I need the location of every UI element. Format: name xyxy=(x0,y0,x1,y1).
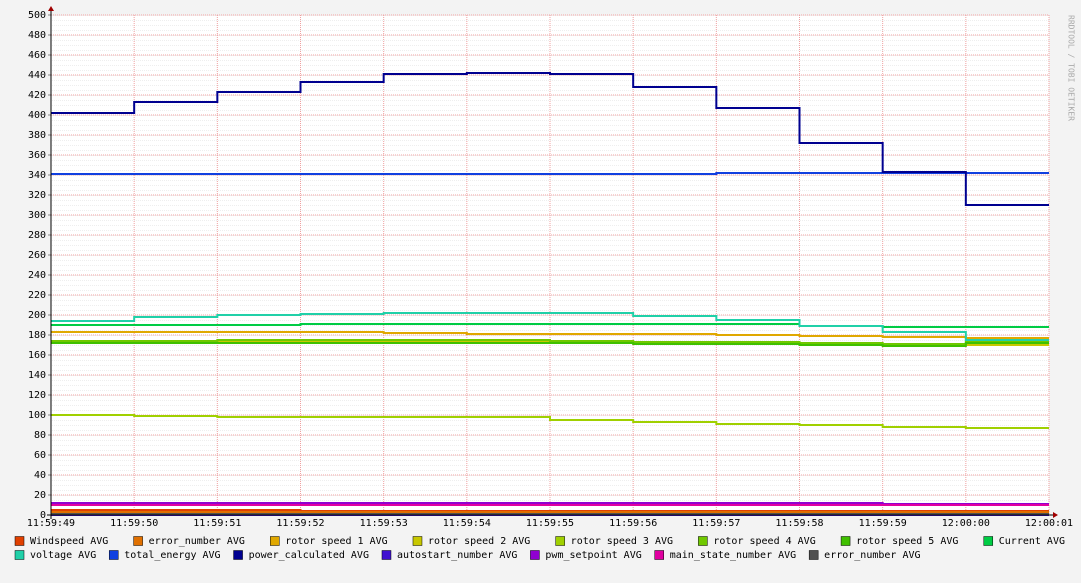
y-tick-label: 500 xyxy=(28,10,46,21)
legend-label: main_state_number AVG xyxy=(670,550,796,561)
legend-swatch xyxy=(381,550,392,560)
legend-item: rotor speed 4 AVG xyxy=(698,536,816,547)
y-tick-label: 100 xyxy=(28,410,46,421)
legend-swatch xyxy=(808,550,819,560)
legend-swatch xyxy=(14,536,25,546)
legend-swatch xyxy=(133,536,143,546)
legend-item: total_energy AVG xyxy=(108,550,221,561)
y-tick-label: 120 xyxy=(28,390,46,401)
x-tick-label: 11:59:50 xyxy=(110,518,158,529)
y-arrow xyxy=(48,6,54,11)
legend-label: rotor speed 5 AVG xyxy=(856,536,958,547)
x-tick-label: 11:59:53 xyxy=(360,518,408,529)
y-tick-label: 0 xyxy=(40,510,46,521)
legend-item: rotor speed 1 AVG xyxy=(270,536,388,547)
legend-swatch xyxy=(698,536,708,546)
legend-label: pwm_setpoint AVG xyxy=(545,550,641,561)
y-tick-label: 60 xyxy=(34,450,46,461)
y-tick-label: 280 xyxy=(28,230,46,241)
y-tick-label: 400 xyxy=(28,110,46,121)
legend-label: total_energy AVG xyxy=(124,550,220,561)
series-line xyxy=(51,72,1049,206)
legend: Windspeed AVG error_number AVG rotor speed… xyxy=(14,536,1065,561)
legend-swatch xyxy=(555,536,565,546)
legend-item: error_number AVG xyxy=(133,536,245,547)
y-tick-label: 300 xyxy=(28,210,46,221)
legend-item: error_number AVG xyxy=(808,550,921,561)
y-tick-label: 260 xyxy=(28,250,46,261)
y-tick-label: 420 xyxy=(28,90,46,101)
legend-item: autostart_number AVG xyxy=(381,550,517,561)
legend-label: power_calculated AVG xyxy=(249,550,369,561)
legend-item: rotor speed 5 AVG xyxy=(840,536,958,547)
y-tick-label: 200 xyxy=(28,310,46,321)
legend-label: error_number AVG xyxy=(149,536,245,547)
y-tick-label: 20 xyxy=(34,490,46,501)
series-line xyxy=(51,502,1049,505)
legend-item: rotor speed 3 AVG xyxy=(555,536,673,547)
legend-label: rotor speed 3 AVG xyxy=(571,536,673,547)
y-tick-label: 160 xyxy=(28,350,46,361)
legend-swatch xyxy=(983,536,994,546)
x-tick-label: 11:59:59 xyxy=(859,518,907,529)
y-tick-label: 140 xyxy=(28,370,46,381)
legend-item: voltage AVG xyxy=(14,550,96,561)
x-tick-label: 11:59:54 xyxy=(443,518,491,529)
y-tick-label: 320 xyxy=(28,190,46,201)
x-tick-label: 11:59:57 xyxy=(692,518,740,529)
legend-swatch xyxy=(840,536,851,546)
series-line xyxy=(51,414,1049,429)
legend-item: power_calculated AVG xyxy=(233,550,369,561)
legend-label: error_number AVG xyxy=(824,550,920,561)
x-tick-label: 12:00:00 xyxy=(942,518,990,529)
legend-swatch xyxy=(108,550,119,560)
series-line xyxy=(51,509,1049,512)
y-tick-label: 340 xyxy=(28,170,46,181)
legend-label: autostart_number AVG xyxy=(397,550,517,561)
legend-label: rotor speed 4 AVG xyxy=(713,536,815,547)
legend-swatch xyxy=(654,550,664,560)
series-line xyxy=(51,342,1049,347)
legend-swatch xyxy=(530,550,540,560)
y-tick-label: 80 xyxy=(34,430,46,441)
y-tick-label: 40 xyxy=(34,470,46,481)
legend-swatch xyxy=(270,536,280,546)
legend-item: pwm_setpoint AVG xyxy=(530,550,642,561)
x-tick-label: 12:00:01 xyxy=(1025,518,1073,529)
y-tick-label: 460 xyxy=(28,50,46,61)
legend-label: Windspeed AVG xyxy=(30,536,108,547)
legend-label: Current AVG xyxy=(999,536,1065,547)
x-tick-label: 11:59:51 xyxy=(193,518,241,529)
legend-item: main_state_number AVG xyxy=(654,550,796,561)
y-tick-label: 380 xyxy=(28,130,46,141)
legend-label: rotor speed 2 AVG xyxy=(428,536,530,547)
series-line xyxy=(51,312,1049,341)
legend-item: Current AVG xyxy=(983,536,1065,547)
series-line xyxy=(51,331,1049,339)
x-arrow xyxy=(1053,512,1058,518)
y-tick-label: 220 xyxy=(28,290,46,301)
legend-label: rotor speed 1 AVG xyxy=(285,536,387,547)
series-line xyxy=(51,172,1049,175)
legend-swatch xyxy=(14,550,25,560)
x-tick-label: 11:59:58 xyxy=(775,518,823,529)
x-tick-label: 11:59:49 xyxy=(27,518,75,529)
legend-label: voltage AVG xyxy=(30,550,96,561)
y-tick-label: 240 xyxy=(28,270,46,281)
x-tick-label: 11:59:55 xyxy=(526,518,574,529)
axes: 0 20 40 60 80 100 120 140 160 180 200 220 240 260 280 3… xyxy=(27,6,1073,529)
legend-swatch xyxy=(412,536,423,546)
y-tick-label: 360 xyxy=(28,150,46,161)
y-tick-label: 480 xyxy=(28,30,46,41)
y-tick-label: 180 xyxy=(28,330,46,341)
watermark: RRDTOOL / TOBI OETIKER xyxy=(1067,15,1076,121)
legend-item: Windspeed AVG xyxy=(14,536,108,547)
y-tick-label: 440 xyxy=(28,70,46,81)
x-tick-label: 11:59:52 xyxy=(276,518,324,529)
x-tick-label: 11:59:56 xyxy=(609,518,657,529)
legend-swatch xyxy=(233,550,243,560)
legend-item: rotor speed 2 AVG xyxy=(412,536,530,547)
